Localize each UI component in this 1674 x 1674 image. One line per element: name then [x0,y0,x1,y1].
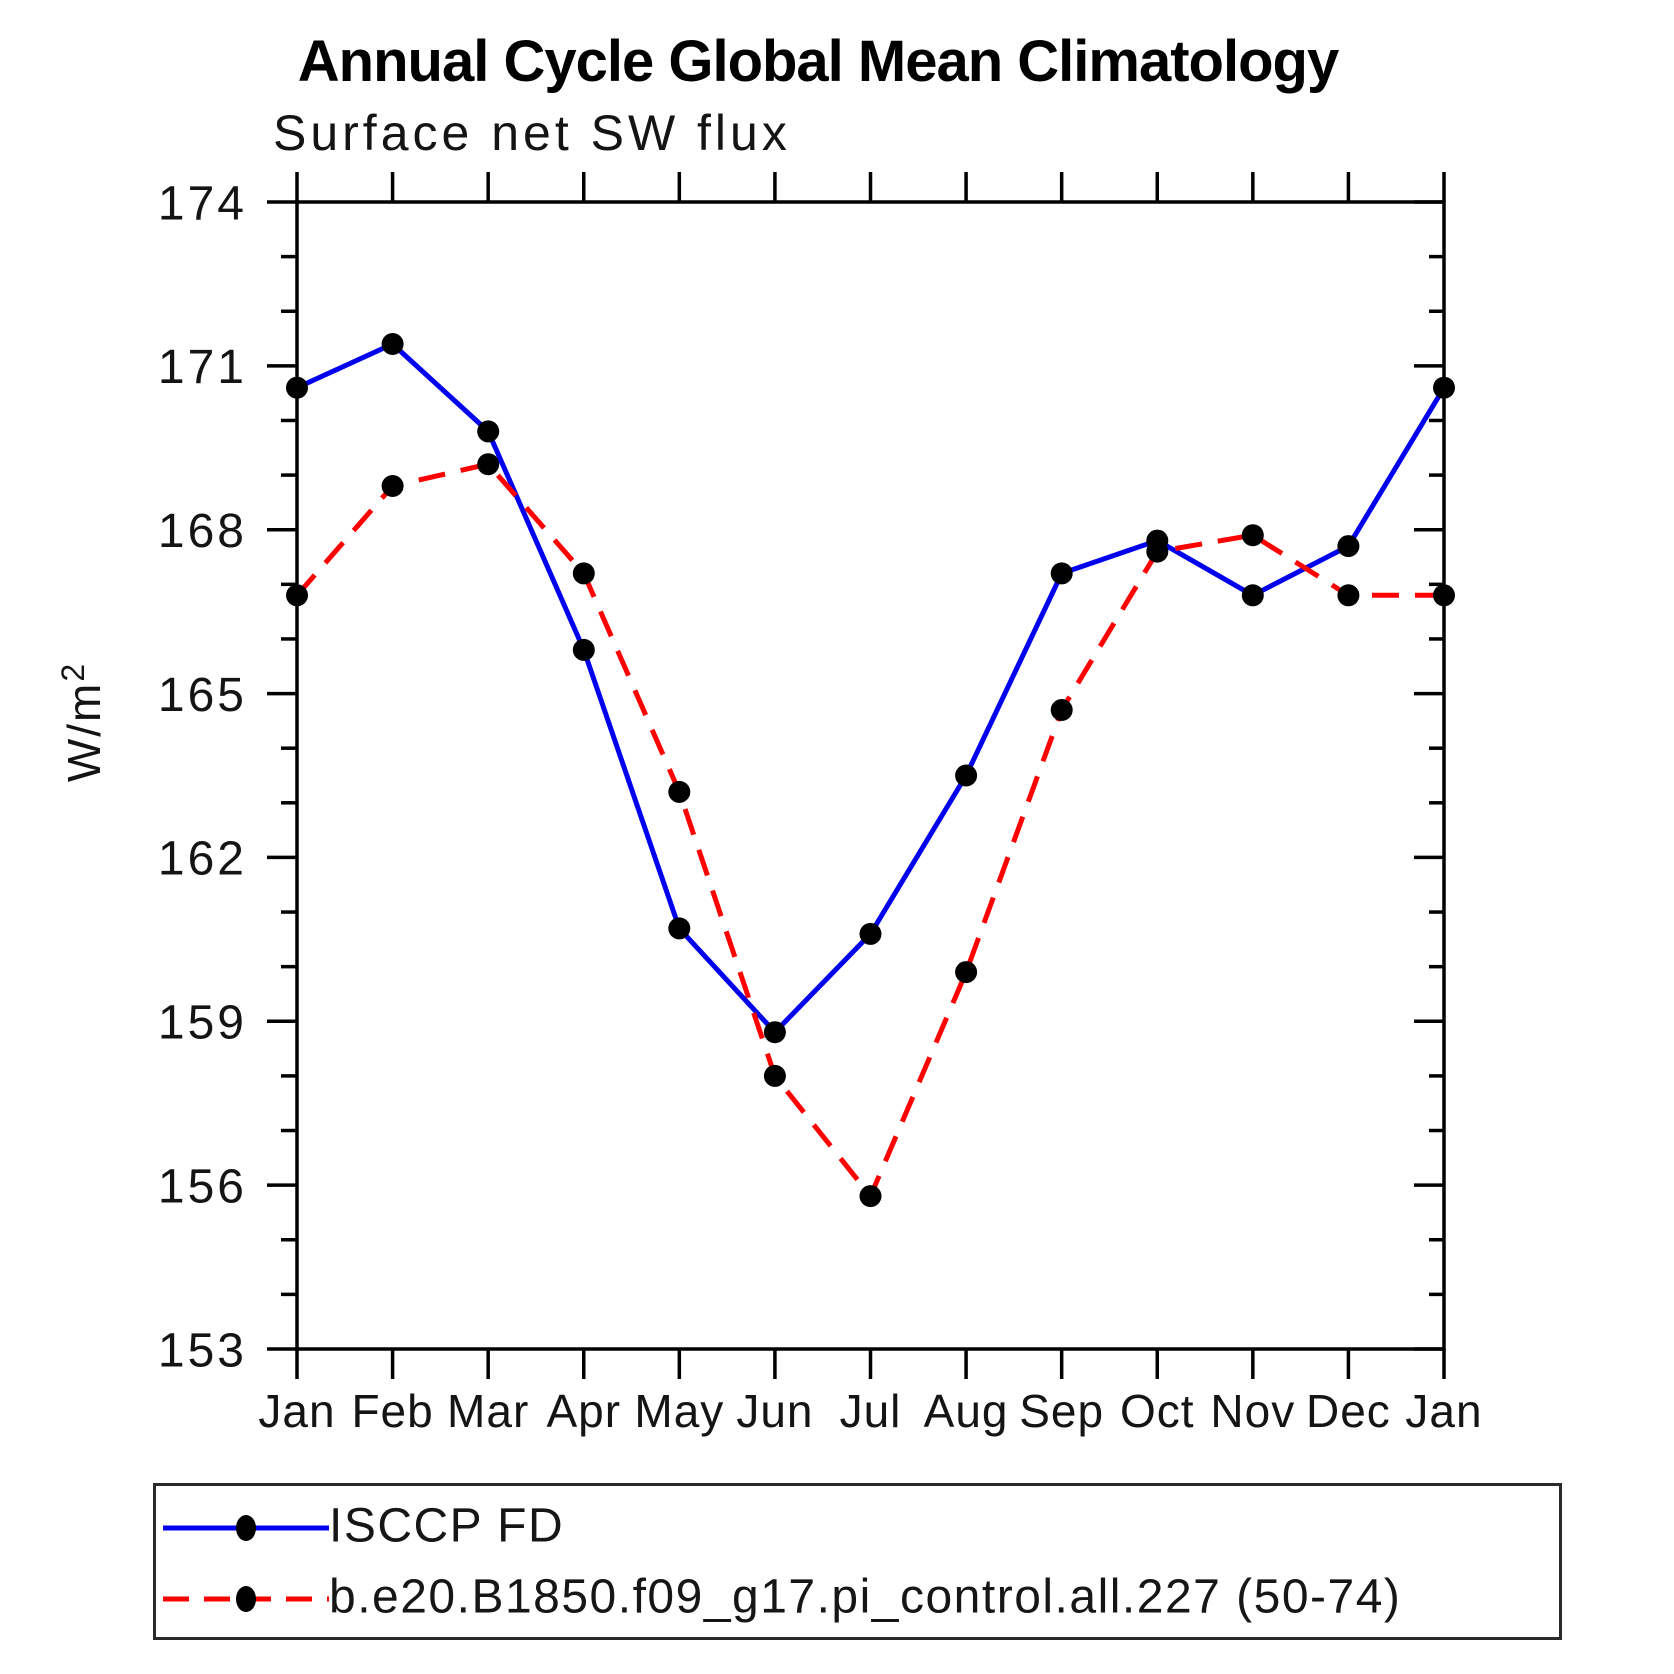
data-point-marker-s0 [1050,562,1073,585]
plot-frame [295,200,1446,1351]
x-tick-label: Jun [736,1385,813,1437]
data-point-marker-s0 [1241,584,1264,607]
data-point-marker-s1 [1337,584,1360,607]
x-tick-label: Feb [351,1385,433,1437]
x-tick-label: Aug [924,1385,1009,1437]
y-tick-label: 168 [158,505,247,558]
data-point-marker-s1 [955,961,978,984]
y-tick-label: 153 [158,1324,247,1377]
x-tick-label: Jan [258,1385,335,1437]
legend-box: ISCCP FD b.e20.B1850.f09_g17.pi_control.… [153,1483,1562,1640]
data-point-marker-s0 [381,333,404,355]
x-tick-label: Sep [1019,1385,1104,1437]
x-tick-label: Oct [1120,1385,1195,1437]
y-tick-label: 156 [158,1160,247,1213]
data-point-marker-s1 [859,1185,882,1208]
x-tick-label: Nov [1210,1385,1295,1437]
data-point-marker-s1 [1146,540,1169,563]
data-point-marker-s1 [477,453,500,476]
y-tick-label: 171 [158,341,247,394]
data-point-marker-s1 [1050,699,1073,721]
legend-label-model: b.e20.B1850.f09_g17.pi_control.all.227 (… [329,1570,1402,1624]
x-tick-label: Jul [840,1385,902,1437]
y-tick-label: 162 [158,833,247,886]
data-point-marker-s0 [477,420,500,443]
x-tick-label: Dec [1306,1385,1391,1437]
data-point-marker-s0 [286,376,308,399]
legend-line-sample-solid [163,1515,329,1541]
data-point-marker-s1 [763,1064,786,1087]
data-point-marker-s1 [1433,584,1455,607]
chart-title: Annual Cycle Global Mean Climatology [297,29,1339,94]
data-point-marker-s1 [1241,524,1264,547]
chart-subtitle: Surface net SW flux [273,105,791,161]
y-tick-label: 159 [158,997,247,1050]
legend-marker-dot [236,1586,256,1612]
data-point-marker-s0 [1433,376,1455,399]
y-tick-label: 165 [158,669,247,722]
data-point-marker-s0 [572,638,595,661]
data-point-marker-s1 [286,584,308,607]
legend-marker-dot [236,1515,256,1541]
x-tick-label: May [634,1385,724,1437]
x-tick-label: Mar [447,1385,529,1437]
legend-label-isccp: ISCCP FD [329,1499,565,1553]
series-line-1 [295,461,1444,1199]
data-point-marker-s1 [381,475,404,497]
data-point-marker-s1 [668,780,691,803]
data-point-marker-s0 [955,764,978,787]
data-point-marker-s1 [572,562,595,585]
data-point-marker-s0 [859,922,882,945]
x-tick-label: Jan [1405,1385,1482,1437]
data-point-marker-s0 [763,1021,786,1044]
y-axis-unit-label: W/m2 [55,662,110,782]
y-tick-label: 174 [158,177,247,230]
x-tick-label: Apr [546,1385,621,1437]
legend-line-sample-dashed [163,1586,329,1612]
data-point-marker-s0 [668,917,691,940]
data-point-marker-s0 [1337,535,1360,558]
